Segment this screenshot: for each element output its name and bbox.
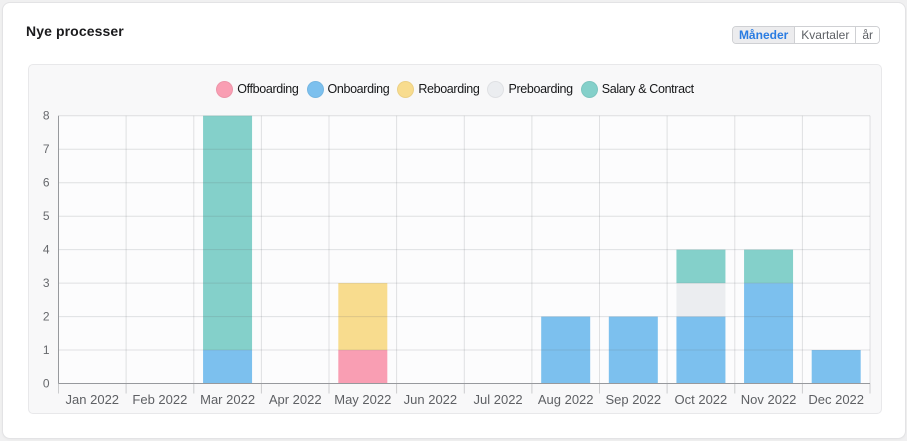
- period-button-years[interactable]: år: [855, 27, 879, 43]
- y-axis-label: 1: [43, 343, 50, 357]
- legend-label: Onboarding: [327, 82, 390, 96]
- x-axis-label: Nov 2022: [741, 392, 797, 407]
- x-axis-label: Jan 2022: [66, 392, 120, 407]
- legend-marker-circle-icon: [216, 81, 234, 98]
- legend-label: Salary & Contract: [601, 82, 694, 96]
- legend-marker-circle-icon: [487, 81, 505, 98]
- bar-segment[interactable]: [676, 249, 726, 284]
- bar-segment[interactable]: [338, 350, 388, 384]
- x-axis-label: Apr 2022: [269, 392, 322, 407]
- period-button-months[interactable]: Måneder: [732, 27, 795, 43]
- y-axis-label: 4: [43, 243, 50, 257]
- chart-legend: Offboarding Onboarding Reboarding Preboardi…: [29, 81, 881, 98]
- y-axis-label: 7: [43, 142, 50, 156]
- legend-item-salary-contract[interactable]: Salary & Contract: [580, 81, 694, 98]
- legend-marker-circle-icon: [580, 81, 598, 98]
- bar-segment[interactable]: [744, 283, 794, 384]
- x-axis-label: Mar 2022: [200, 392, 255, 407]
- page-title: Nye processer: [26, 23, 124, 39]
- x-axis-ticks: [58, 383, 871, 394]
- legend-label: Offboarding: [237, 82, 299, 96]
- bar-segment[interactable]: [811, 350, 861, 384]
- period-button-quarters[interactable]: Kvartaler: [794, 27, 856, 43]
- bar-segment[interactable]: [676, 316, 726, 384]
- y-axis-label: 5: [43, 209, 50, 223]
- gridlines: [58, 115, 871, 384]
- bar-segment[interactable]: [203, 350, 253, 384]
- y-axis-labels: 0 1 2 3 4 5 6 7 8: [43, 109, 50, 391]
- plot-area: [58, 115, 870, 384]
- y-axis-label: 8: [43, 109, 50, 123]
- x-axis-label: Jun 2022: [404, 392, 458, 407]
- legend-item-offboarding[interactable]: Offboarding: [216, 81, 299, 98]
- legend-item-reboarding[interactable]: Reboarding: [397, 81, 480, 98]
- y-axis-label: 3: [43, 276, 50, 290]
- x-axis-labels: Jan 2022 Feb 2022 Mar 2022 Apr 2022 May 2022…: [66, 392, 864, 407]
- legend-item-preboarding[interactable]: Preboarding: [487, 81, 573, 98]
- legend-marker-circle-icon: [306, 81, 324, 98]
- x-axis-label: Feb 2022: [132, 392, 187, 407]
- y-axis-label: 0: [43, 377, 50, 391]
- bar-segment[interactable]: [338, 283, 388, 351]
- x-axis-label: Jul 2022: [474, 392, 523, 407]
- x-axis-label: Oct 2022: [675, 392, 728, 407]
- x-axis-label: Aug 2022: [538, 392, 594, 407]
- bar-segment[interactable]: [608, 316, 658, 384]
- bars-layer: [203, 115, 861, 384]
- stacked-bar-chart: 0 1 2 3 4 5 6 7 8 Jan 2022 Feb 2022 Mar 2022 Apr 202…: [43, 109, 871, 407]
- y-axis-label: 2: [43, 310, 50, 324]
- x-axis-label: May 2022: [334, 392, 391, 407]
- legend-item-onboarding[interactable]: Onboarding: [306, 81, 390, 98]
- chart-panel: Offboarding Onboarding Reboarding Preboardi…: [28, 64, 882, 414]
- bar-segment[interactable]: [203, 115, 253, 351]
- legend-label: Reboarding: [418, 82, 480, 96]
- legend-label: Preboarding: [508, 82, 573, 96]
- x-axis-label: Sep 2022: [605, 392, 661, 407]
- legend-marker-circle-icon: [397, 81, 415, 98]
- period-toggle: Måneder Kvartaler år: [731, 26, 880, 44]
- y-axis-label: 6: [43, 176, 50, 190]
- x-axis-label: Dec 2022: [808, 392, 864, 407]
- bar-segment[interactable]: [541, 316, 591, 384]
- bar-segment[interactable]: [676, 283, 726, 317]
- bar-segment[interactable]: [744, 249, 794, 284]
